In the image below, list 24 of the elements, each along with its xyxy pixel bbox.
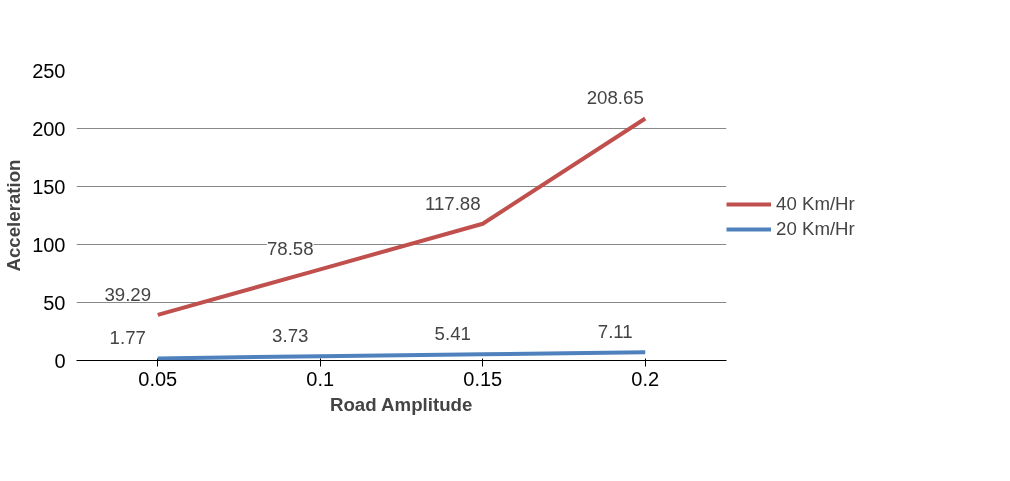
- line-series: [155, 350, 648, 361]
- data-label: 117.88: [424, 192, 481, 214]
- line-series: [155, 116, 648, 317]
- y-tick-label: 200: [32, 117, 66, 140]
- y-tick-label: 250: [32, 59, 66, 82]
- x-tick-label: 0.05: [138, 367, 178, 390]
- data-label: 208.65: [586, 87, 644, 109]
- x-axis-title: Road Amplitude: [329, 393, 473, 415]
- data-label: 5.41: [434, 323, 471, 345]
- legend-label: 20 Km/Hr: [776, 218, 855, 240]
- y-tick-label: 50: [43, 291, 66, 314]
- x-tick-label: 0.15: [463, 367, 503, 390]
- y-tick-label: 150: [32, 175, 66, 198]
- x-tick-label: 0.1: [306, 367, 335, 390]
- data-label: 3.73: [272, 325, 309, 347]
- x-tick-label: 0.2: [631, 367, 660, 390]
- data-label: 78.58: [266, 238, 314, 260]
- legend-label: 40 Km/Hr: [776, 193, 855, 215]
- y-tick-label: 100: [32, 233, 66, 256]
- data-label: 39.29: [104, 283, 152, 305]
- data-label: 7.11: [597, 321, 633, 343]
- y-axis-title: Acceleration: [3, 159, 25, 272]
- data-label: 1.77: [109, 327, 146, 349]
- y-tick-label: 0: [54, 349, 66, 372]
